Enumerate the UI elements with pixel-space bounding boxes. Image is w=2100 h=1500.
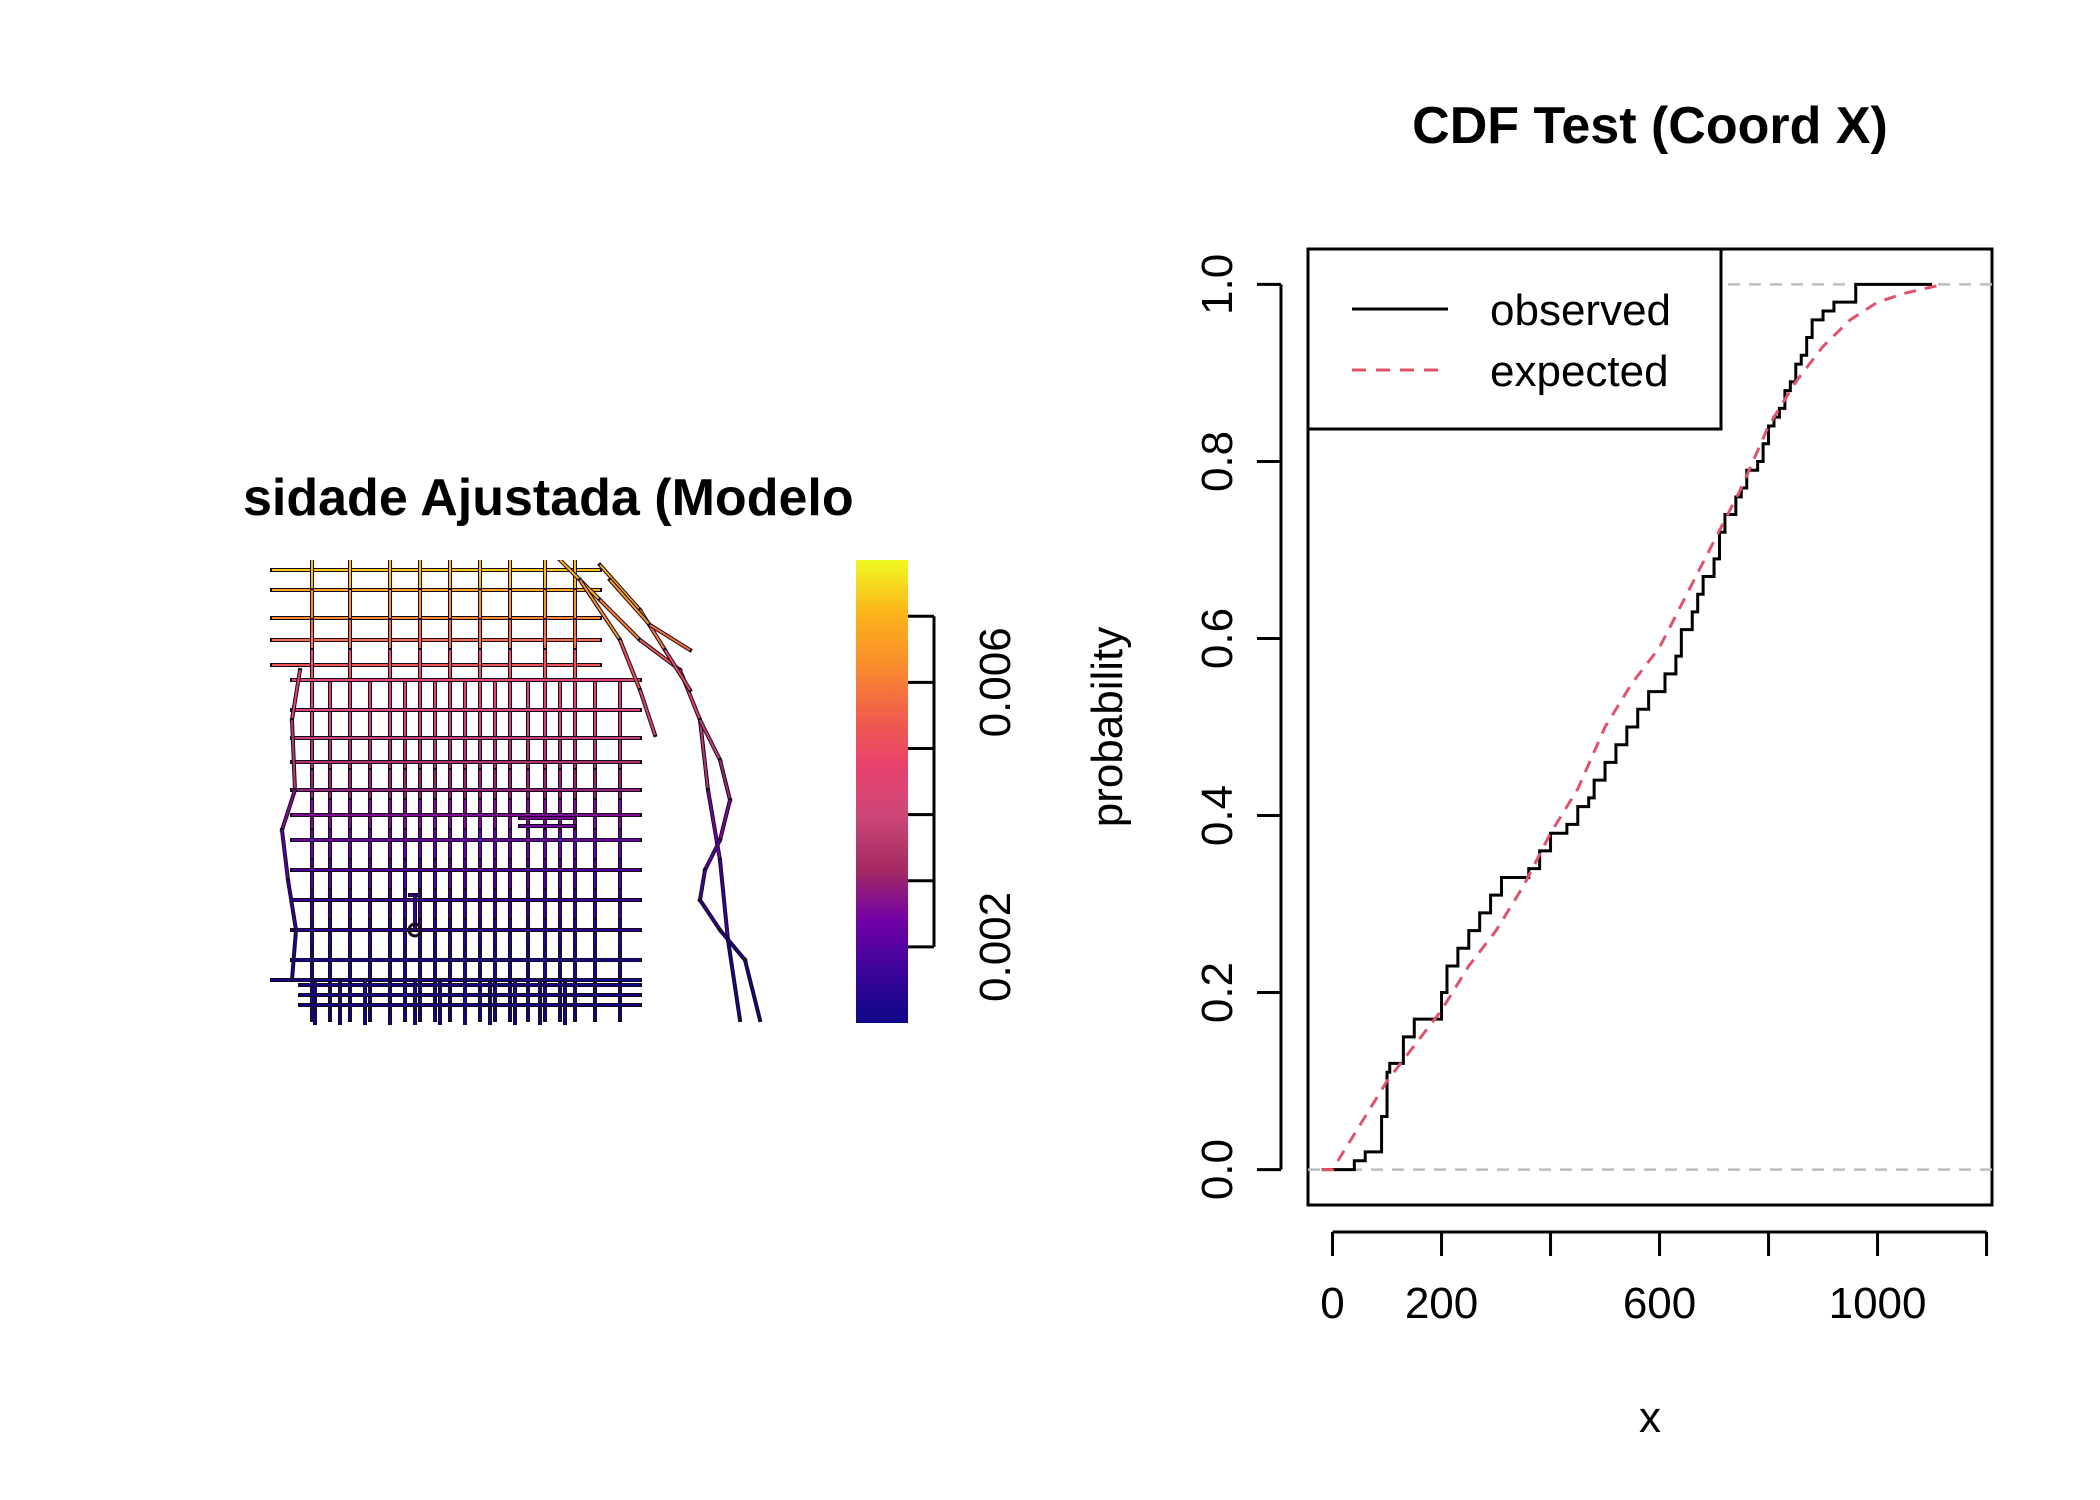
y-tick-label: 0.4 — [1193, 785, 1242, 846]
street-network-map — [270, 560, 763, 1025]
legend-expected-label: expected — [1490, 347, 1669, 396]
x-axis: 0 200 600 1000 — [1320, 1230, 1989, 1328]
street-segment-density — [287, 879, 297, 931]
street-segment-density — [699, 719, 709, 791]
street-segment-density — [599, 564, 641, 611]
cdf-panel: CDF Test (Coord X) 0 200 600 1000 0.0 0.2 0.4… — [1083, 97, 1994, 1442]
map-title: sidade Ajustada (Modelo — [243, 469, 854, 527]
street-segment-density — [281, 789, 296, 831]
x-tick-label: 600 — [1623, 1279, 1696, 1328]
street-segment-density — [699, 719, 721, 761]
x-axis-label: x — [1639, 1393, 1661, 1442]
street-segment-density — [719, 799, 731, 841]
x-tick-label: 0 — [1320, 1279, 1344, 1328]
legend-box — [1306, 247, 1723, 431]
y-tick-label: 0.6 — [1193, 608, 1242, 669]
y-tick-label: 0.0 — [1193, 1139, 1242, 1200]
y-axis-label: probability — [1083, 627, 1132, 828]
street-segment-density — [719, 859, 729, 941]
street-segment-density — [291, 719, 296, 791]
street-segment-density — [704, 839, 721, 871]
colorbar-tick-label: 0.002 — [971, 892, 1020, 1002]
colorbar-gradient — [856, 560, 908, 1023]
x-tick-label: 200 — [1405, 1279, 1478, 1328]
street-segment-density — [719, 759, 731, 801]
colorbar: 0.002 0.006 — [856, 560, 1020, 1023]
street-segment-density — [639, 689, 656, 736]
map-panel: sidade Ajustada (Modelo — [243, 469, 854, 1025]
y-tick-label: 1.0 — [1193, 254, 1242, 315]
street-segment-density — [291, 669, 301, 721]
legend-observed-label: observed — [1490, 286, 1671, 335]
street-segment-density — [599, 599, 641, 641]
colorbar-ticks: 0.002 0.006 — [908, 614, 1020, 1002]
chart-title: CDF Test (Coord X) — [1412, 97, 1888, 155]
series-observed-line — [1321, 282, 1933, 1172]
street-segment-density — [719, 929, 746, 961]
series-expected-line — [1321, 282, 1944, 1172]
street-segment-density — [699, 899, 721, 931]
street-segment-density — [699, 869, 706, 901]
map-roundabout-icon — [407, 922, 423, 938]
legend: observed expected — [1306, 247, 1723, 431]
street-segment-density — [619, 639, 641, 691]
series-layer — [1321, 282, 1944, 1172]
x-tick-label: 1000 — [1829, 1279, 1927, 1328]
street-segment-density — [281, 829, 289, 881]
y-tick-label: 0.2 — [1193, 962, 1242, 1023]
street-segment-density — [727, 939, 741, 1021]
street-segment-density — [579, 579, 621, 641]
y-tick-label: 0.8 — [1193, 431, 1242, 492]
colorbar-tick-label: 0.006 — [971, 627, 1020, 737]
y-axis: 0.0 0.2 0.4 0.6 0.8 1.0 — [1193, 254, 1283, 1200]
street-segment-density — [744, 959, 761, 1021]
street-segment-density — [609, 579, 651, 626]
street-segment-density — [664, 649, 691, 691]
street-segment-density — [291, 929, 297, 981]
street-segment-density — [649, 624, 691, 651]
